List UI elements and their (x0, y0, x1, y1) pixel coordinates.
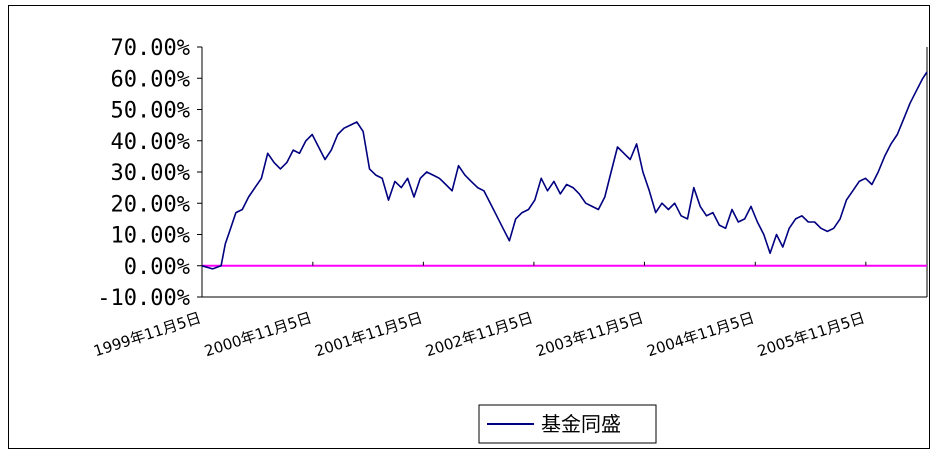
legend: 基金同盛 (478, 404, 657, 444)
series-line (201, 71, 928, 270)
y-tick-label: 30.00% (111, 161, 190, 186)
x-tick-label: 2005年11月5日 (755, 309, 867, 361)
y-tick-label: 70.00% (111, 36, 190, 61)
y-tick-label: -10.00% (97, 286, 190, 311)
x-tick-label: 1999年11月5日 (91, 309, 203, 361)
x-tick-label: 2001年11月5日 (313, 309, 425, 361)
series-layer (201, 71, 928, 270)
plot-area (201, 47, 928, 298)
y-tick-label: 10.00% (111, 224, 190, 249)
x-tick-label: 2002年11月5日 (423, 309, 535, 361)
y-axis: -10.00% 0.00% 10.00% 20.00% 30.00% 40.00% 50.0… (97, 36, 202, 311)
x-axis: 1999年11月5日2000年11月5日2001年11月5日2002年11月5日… (91, 261, 867, 361)
x-tick-label: 2004年11月5日 (645, 309, 757, 361)
chart-frame: -10.00% 0.00% 10.00% 20.00% 30.00% 40.00% 50.0… (8, 5, 930, 449)
y-tick-label: 50.00% (111, 99, 190, 124)
y-tick-label: 60.00% (111, 67, 190, 92)
legend-label: 基金同盛 (541, 412, 621, 436)
x-tick-label: 2003年11月5日 (534, 309, 646, 361)
x-tick-label: 2000年11月5日 (202, 309, 314, 361)
line-chart: -10.00% 0.00% 10.00% 20.00% 30.00% 40.00% 50.0… (91, 36, 928, 444)
y-tick-label: 40.00% (111, 130, 190, 155)
y-tick-label: 20.00% (111, 192, 190, 217)
y-tick-label: 0.00% (124, 255, 190, 280)
